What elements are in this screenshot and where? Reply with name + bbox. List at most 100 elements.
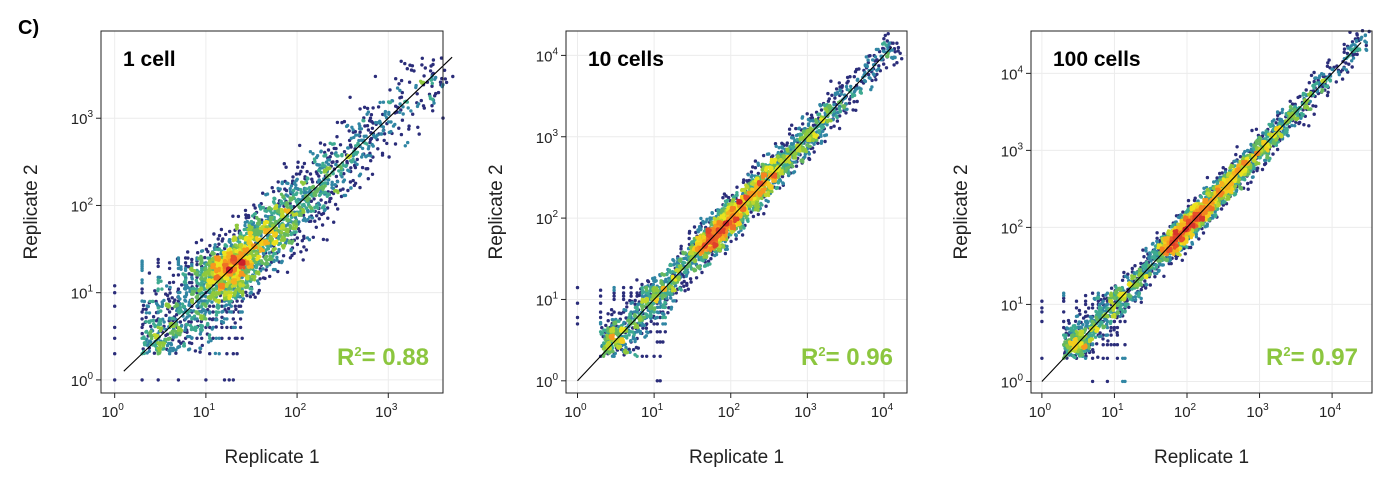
scatter-point <box>208 317 212 321</box>
scatter-point <box>237 240 242 245</box>
scatter-point <box>374 120 378 125</box>
scatter-point <box>629 291 633 295</box>
scatter-point <box>178 320 183 324</box>
scatter-point <box>621 285 626 290</box>
scatter-point <box>884 43 888 47</box>
scatter-point <box>217 304 221 308</box>
scatter-point <box>774 144 778 148</box>
scatter-point <box>279 226 283 231</box>
scatter-point <box>330 151 334 155</box>
scatter-point <box>140 317 144 321</box>
scatter-point <box>241 297 246 301</box>
scatter-point <box>606 326 610 330</box>
scatter-point <box>308 172 313 176</box>
scatter-point <box>645 330 649 334</box>
scatter-point <box>886 32 890 36</box>
scatter-point <box>210 300 214 304</box>
scatter-point <box>262 221 267 226</box>
scatter-point <box>671 299 675 303</box>
scatter-point <box>884 66 889 70</box>
scatter-point <box>288 224 292 228</box>
scatter-point <box>683 256 687 260</box>
scatter-point <box>323 143 327 147</box>
scatter-point <box>299 250 303 254</box>
scatter-point <box>160 300 164 304</box>
scatter-point <box>246 262 250 266</box>
scatter-point <box>156 352 160 356</box>
scatter-point <box>364 134 368 138</box>
scatter-point <box>333 202 338 207</box>
scatter-point <box>682 261 686 265</box>
scatter-point <box>420 56 424 60</box>
tick-exponent: 0 <box>118 402 124 413</box>
scatter-point <box>304 248 309 252</box>
scatter-point <box>338 143 343 147</box>
scatter-point <box>214 268 218 273</box>
scatter-point <box>357 138 361 143</box>
scatter-point <box>807 152 811 156</box>
scatter-point <box>143 343 147 347</box>
scatter-point <box>349 145 353 149</box>
scatter-point <box>633 313 637 317</box>
scatter-point <box>678 257 683 261</box>
scatter-point <box>253 295 257 299</box>
scatter-point <box>401 112 405 116</box>
scatter-point <box>222 304 227 308</box>
scatter-point <box>217 352 221 356</box>
scatter-point <box>200 299 204 303</box>
scatter-point <box>323 164 327 168</box>
scatter-point <box>217 233 222 238</box>
scatter-point <box>208 336 212 340</box>
scatter-point <box>687 236 691 241</box>
scatter-point <box>183 284 188 288</box>
scatter-point <box>332 220 336 224</box>
scatter-point <box>140 291 144 295</box>
scatter-point <box>784 169 788 173</box>
scatter-point <box>371 133 376 137</box>
scatter-point <box>342 193 346 198</box>
scatter-point <box>780 174 785 179</box>
scatter-point <box>195 295 199 299</box>
scatter-point <box>183 325 188 330</box>
scatter-point <box>328 155 332 159</box>
scatter-point <box>289 205 294 209</box>
scatter-point <box>227 295 231 299</box>
scatter-point <box>214 299 218 303</box>
scatter-point <box>341 187 345 191</box>
scatter-point <box>669 307 673 311</box>
scatter-point <box>807 138 812 143</box>
scatter-point <box>416 125 420 129</box>
scatter-point <box>221 320 226 325</box>
scatter-point <box>268 274 272 279</box>
scatter-point <box>189 320 193 324</box>
scatter-point <box>288 187 292 191</box>
scatter-point <box>140 378 144 382</box>
scatter-point <box>305 169 309 174</box>
scatter-point <box>277 249 281 254</box>
scatter-point <box>180 323 184 328</box>
panel-title: 1 cell <box>123 48 176 71</box>
scatter-point <box>792 170 797 174</box>
scatter-point <box>200 336 204 340</box>
scatter-point <box>315 154 320 158</box>
scatter-point <box>183 287 188 291</box>
scatter-point <box>313 160 317 164</box>
scatter-point <box>858 89 863 93</box>
scatter-point <box>345 123 350 128</box>
scatter-point <box>267 251 271 255</box>
scatter-point <box>334 146 338 151</box>
scatter-point <box>606 312 610 316</box>
scatter-point <box>253 206 257 210</box>
scatter-point <box>330 142 335 146</box>
scatter-point <box>627 315 631 319</box>
scatter-point <box>353 181 358 185</box>
scatter-point <box>672 259 676 263</box>
scatter-point <box>292 251 296 256</box>
scatter-point <box>190 281 194 285</box>
scatter-point <box>381 100 386 104</box>
scatter-point <box>283 208 287 212</box>
scatter-point <box>257 218 261 223</box>
scatter-point <box>312 157 317 161</box>
scatter-point <box>360 155 364 159</box>
scatter-point <box>658 379 662 383</box>
